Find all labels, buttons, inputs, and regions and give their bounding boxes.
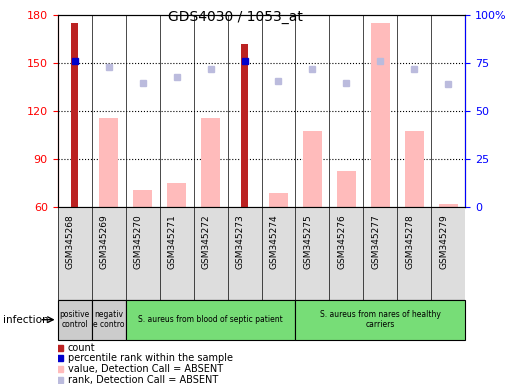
Text: rank, Detection Call = ABSENT: rank, Detection Call = ABSENT xyxy=(67,374,218,384)
Bar xyxy=(58,300,92,340)
Bar xyxy=(99,118,118,207)
Text: GSM345276: GSM345276 xyxy=(337,215,347,270)
Bar xyxy=(126,300,295,340)
Text: GSM345268: GSM345268 xyxy=(65,215,74,270)
Bar xyxy=(167,184,186,207)
Text: S. aureus from blood of septic patient: S. aureus from blood of septic patient xyxy=(138,315,283,324)
Bar xyxy=(371,23,390,207)
Bar xyxy=(133,190,152,207)
Text: GSM345278: GSM345278 xyxy=(405,215,415,270)
Text: GSM345279: GSM345279 xyxy=(439,215,449,270)
Text: negativ
e contro: negativ e contro xyxy=(93,310,124,329)
Bar xyxy=(71,23,78,207)
Text: positive
control: positive control xyxy=(60,310,89,329)
Text: percentile rank within the sample: percentile rank within the sample xyxy=(67,353,233,363)
Text: infection: infection xyxy=(3,314,48,325)
Text: GSM345274: GSM345274 xyxy=(269,215,279,269)
Bar xyxy=(92,300,126,340)
Text: GSM345273: GSM345273 xyxy=(235,215,245,270)
Text: GDS4030 / 1053_at: GDS4030 / 1053_at xyxy=(168,10,303,23)
Text: count: count xyxy=(67,343,95,353)
Bar xyxy=(337,170,356,207)
Bar xyxy=(405,131,424,207)
Bar xyxy=(303,131,322,207)
Bar xyxy=(201,118,220,207)
Text: S. aureus from nares of healthy
carriers: S. aureus from nares of healthy carriers xyxy=(320,310,441,329)
Text: GSM345272: GSM345272 xyxy=(201,215,210,269)
Bar xyxy=(439,204,458,207)
Bar xyxy=(269,193,288,207)
Bar xyxy=(241,44,248,207)
Text: GSM345269: GSM345269 xyxy=(99,215,109,270)
Text: GSM345277: GSM345277 xyxy=(371,215,381,270)
Text: GSM345275: GSM345275 xyxy=(303,215,313,270)
Text: GSM345271: GSM345271 xyxy=(167,215,177,270)
Text: value, Detection Call = ABSENT: value, Detection Call = ABSENT xyxy=(67,364,223,374)
Bar xyxy=(295,300,465,340)
Text: GSM345270: GSM345270 xyxy=(133,215,142,270)
